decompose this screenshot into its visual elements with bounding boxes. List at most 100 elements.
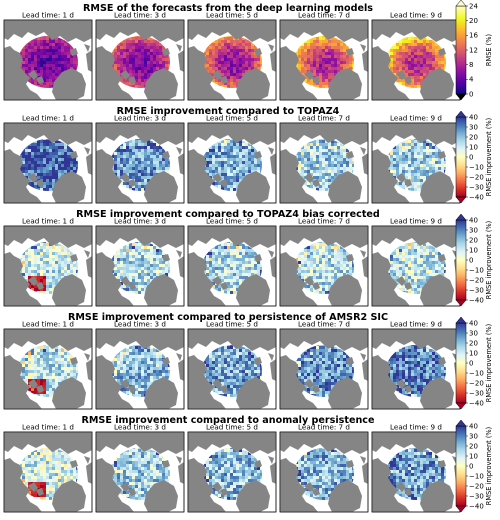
grid-cell <box>399 40 403 44</box>
grid-cell <box>73 261 77 265</box>
grid-cell <box>138 82 142 86</box>
map-panel <box>279 19 369 101</box>
grid-cell <box>295 64 299 68</box>
grid-cell <box>227 139 231 141</box>
grid-cell <box>123 43 127 47</box>
grid-cell <box>49 46 53 50</box>
grid-cell <box>239 49 243 53</box>
grid-cell <box>334 55 338 59</box>
grid-cell <box>411 43 415 47</box>
grid-cell <box>319 139 323 141</box>
grid-cell <box>120 70 124 74</box>
grid-cell <box>257 164 261 168</box>
grid-cell <box>19 64 23 68</box>
grid-cell <box>76 61 78 65</box>
grid-cell <box>141 164 145 168</box>
grid-cell <box>224 49 228 53</box>
land-mass <box>128 76 136 84</box>
grid-cell <box>129 267 133 271</box>
grid-cell <box>159 170 163 174</box>
grid-cell <box>76 58 78 62</box>
grid-cell <box>313 161 317 165</box>
grid-cell <box>28 285 32 289</box>
grid-cell <box>304 70 308 74</box>
grid-cell <box>405 67 409 71</box>
grid-cell <box>438 149 442 153</box>
land-mass <box>96 20 184 42</box>
grid-cell <box>221 61 225 65</box>
grid-cell <box>34 43 38 47</box>
grid-cell <box>301 73 305 77</box>
grid-cell <box>319 185 323 189</box>
grid-cell <box>67 170 71 174</box>
grid-cell <box>236 173 240 177</box>
grid-cell <box>393 52 397 56</box>
grid-cell <box>43 164 47 168</box>
grid-cell <box>239 61 243 65</box>
grid-cell <box>239 149 243 153</box>
grid-cell <box>414 85 418 88</box>
grid-cell <box>162 46 166 50</box>
grid-cell <box>132 261 136 265</box>
grid-cell <box>212 70 216 74</box>
grid-cell <box>301 170 305 174</box>
grid-cell <box>399 143 403 147</box>
grid-cell <box>123 258 127 262</box>
grid-cell <box>153 170 157 174</box>
grid-cell <box>334 52 338 56</box>
grid-cell <box>432 149 436 153</box>
grid-cell <box>328 182 332 186</box>
grid-cell <box>22 167 26 171</box>
grid-cell <box>313 61 317 65</box>
grid-cell <box>325 58 329 62</box>
grid-cell <box>420 40 424 44</box>
grid-cell <box>61 276 65 280</box>
grid-cell <box>215 64 219 68</box>
grid-cell <box>129 46 133 50</box>
grid-cell <box>390 67 394 71</box>
grid-cell <box>304 79 308 83</box>
grid-cell <box>402 182 406 186</box>
grid-cell <box>227 61 231 65</box>
grid-cell <box>114 49 118 53</box>
grid-cell <box>31 246 35 250</box>
grid-cell <box>147 161 151 165</box>
grid-cell <box>328 82 332 86</box>
grid-cell <box>43 242 47 244</box>
colorbar-max-arrow <box>455 110 467 118</box>
grid-cell <box>242 40 246 44</box>
grid-cell <box>55 261 59 265</box>
grid-cell <box>37 249 41 253</box>
grid-cell <box>43 252 47 256</box>
grid-cell <box>328 70 332 74</box>
grid-cell <box>224 73 228 77</box>
grid-cell <box>423 173 427 177</box>
grid-cell <box>67 252 71 256</box>
grid-cell <box>242 158 246 162</box>
grid-cell <box>408 61 412 65</box>
grid-cell <box>126 258 130 262</box>
grid-cell <box>40 185 44 189</box>
grid-cell <box>132 246 136 250</box>
grid-cell <box>423 61 427 65</box>
grid-cell <box>147 52 151 56</box>
grid-cell <box>432 143 436 147</box>
grid-cell <box>67 49 71 53</box>
land-mass <box>372 20 460 42</box>
grid-cell <box>40 37 44 41</box>
grid-cell <box>408 139 412 141</box>
grid-cell <box>49 267 53 271</box>
grid-cell <box>390 52 394 56</box>
grid-cell <box>301 58 305 62</box>
grid-cell <box>135 61 139 65</box>
grid-cell <box>408 173 412 177</box>
grid-cell <box>417 185 421 189</box>
grid-cell <box>215 43 219 47</box>
grid-cell <box>43 79 47 83</box>
grid-cell <box>316 58 320 62</box>
grid-cell <box>307 149 311 153</box>
grid-cell <box>325 155 329 159</box>
grid-cell <box>411 52 415 56</box>
grid-cell <box>322 176 326 180</box>
colorbar-tick-label: 0 <box>469 153 473 161</box>
